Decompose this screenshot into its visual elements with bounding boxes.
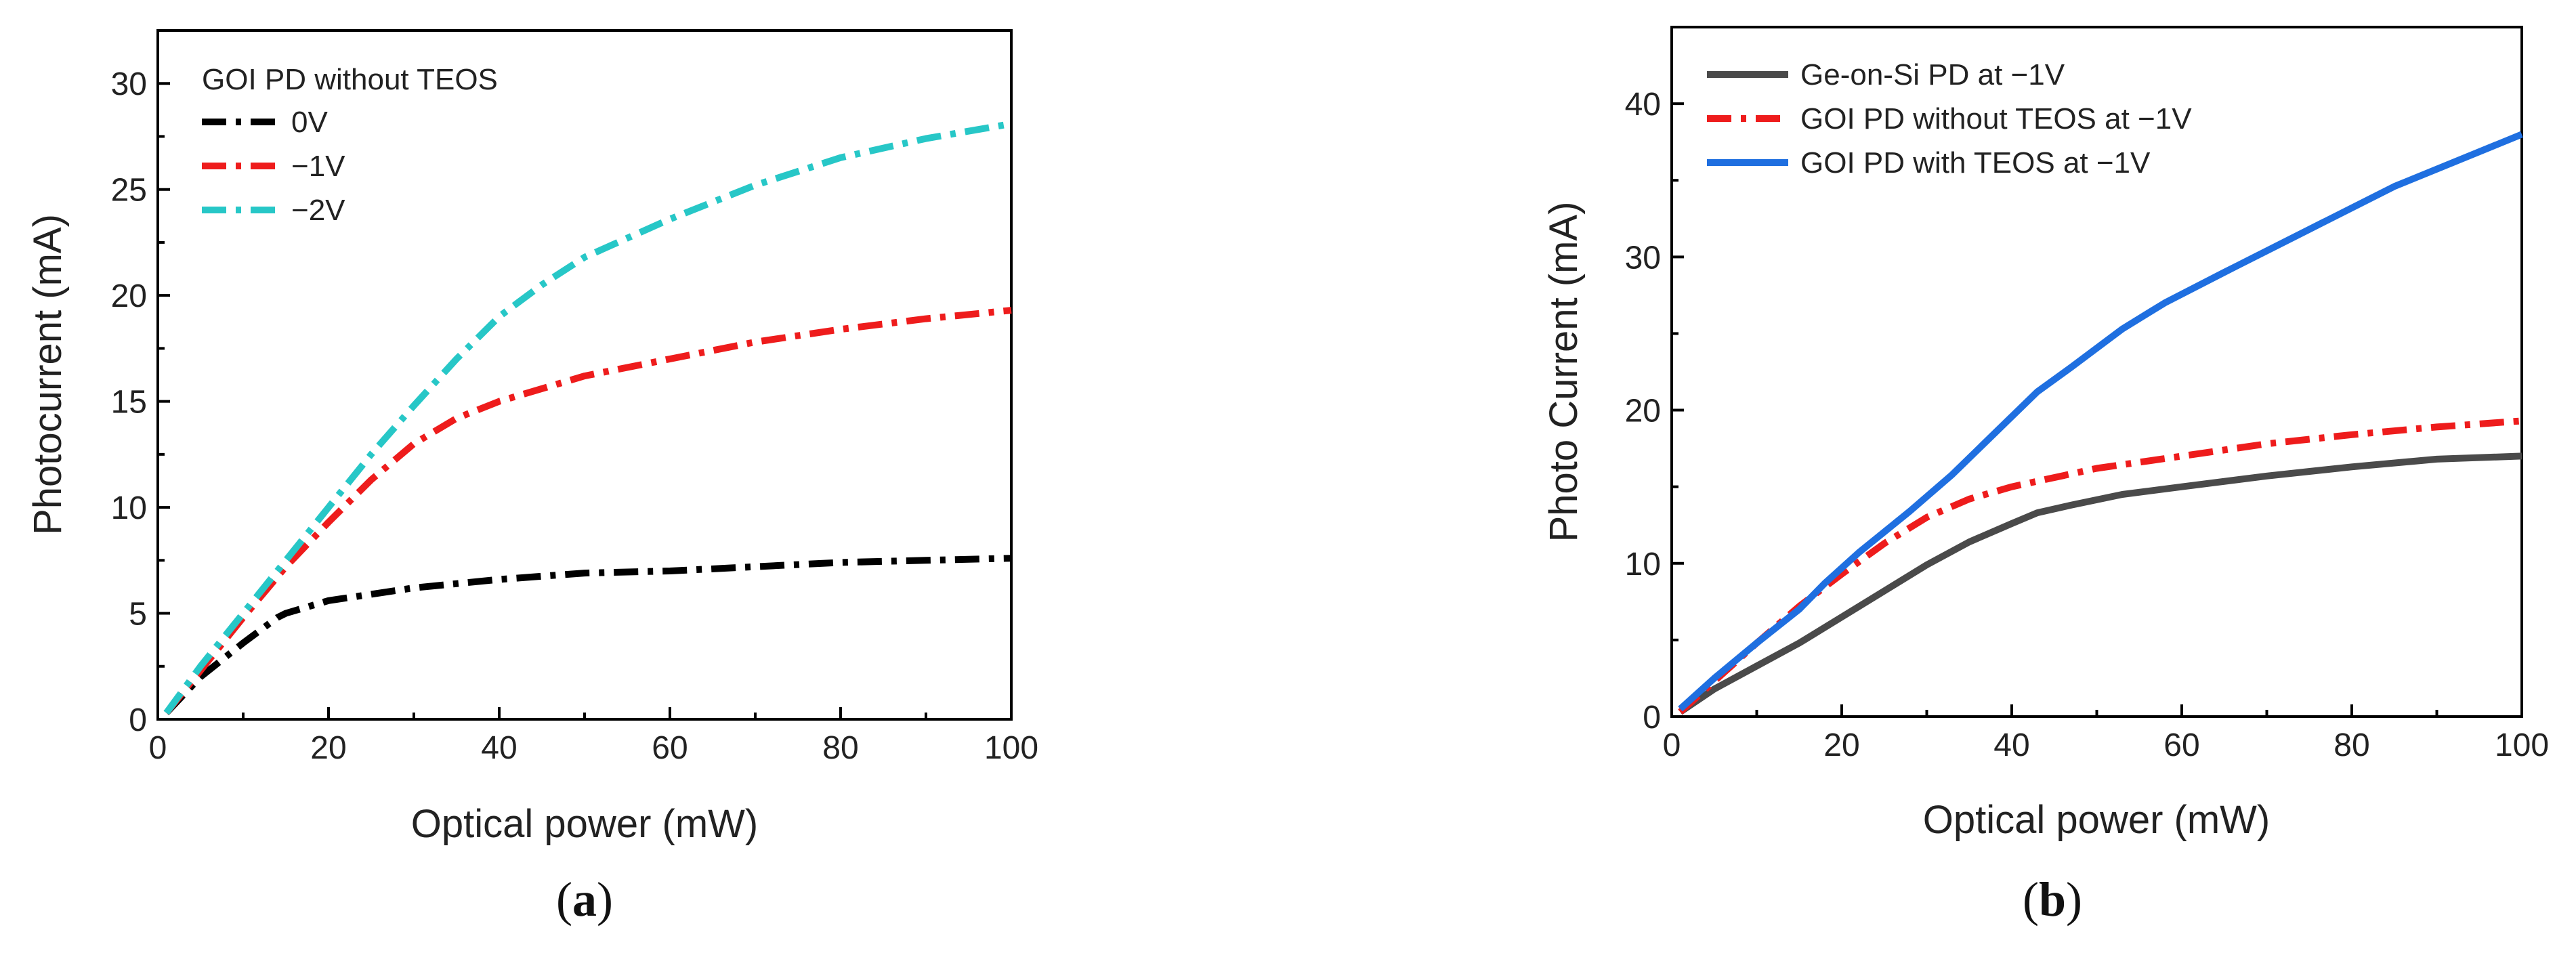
y-tick-label: 20: [111, 278, 147, 314]
panel-label-b-letter: b: [2039, 872, 2066, 927]
x-tick-label: 60: [2163, 727, 2199, 763]
x-axis-title-a: Optical power (mW): [411, 802, 758, 846]
legend-label-0v: 0V: [291, 106, 328, 139]
x-axis-title-b: Optical power (mW): [1923, 798, 2270, 842]
x-tick-label: 40: [481, 730, 517, 766]
y-tick-label: 15: [111, 385, 147, 421]
series-line-2v: [163, 120, 1012, 715]
y-tick-label: 10: [111, 490, 147, 526]
x-tick-label: 40: [1993, 727, 2029, 763]
panel-b: 0 20 40 60 80 100 0 10 20 30 40 Ge-on-Si PD at −1V…: [1542, 26, 2549, 927]
x-tick-label: 100: [984, 730, 1038, 766]
x-tick-label: 100: [2495, 727, 2549, 763]
x-tick-label: 0: [149, 730, 167, 766]
series-line-ge-on-si-pd-at-1v: [1678, 452, 2522, 715]
legend-label-minus2v: −2V: [291, 194, 345, 227]
series-line-1v: [163, 307, 1012, 715]
y-tick-label: 30: [1625, 240, 1661, 276]
x-tick-label: 20: [1823, 727, 1859, 763]
y-tick-label: 0: [1643, 700, 1661, 736]
series-group-a: [163, 120, 1012, 716]
legend-a: GOI PD without TEOS 0V −1V −2V: [202, 63, 498, 227]
legend-label-goi-without-teos: GOI PD without TEOS at −1V: [1800, 102, 2192, 135]
x-tick-label: 80: [822, 730, 858, 766]
legend-title: GOI PD without TEOS: [202, 63, 498, 96]
panel-label-b: (b): [2023, 872, 2082, 927]
legend-label-ge-on-si: Ge-on-Si PD at −1V: [1800, 58, 2065, 91]
legend-label-minus1v: −1V: [291, 150, 345, 183]
series-line-goi-pd-with-teos-at-1v: [1678, 131, 2523, 712]
y-axis-title-a: Photocurrent (mA): [26, 214, 70, 535]
y-tick-label: 30: [111, 66, 147, 102]
legend-b: Ge-on-Si PD at −1V GOI PD without TEOS a…: [1707, 58, 2192, 179]
panel-label-a-letter: a: [572, 872, 597, 927]
y-tick-label: 40: [1625, 87, 1661, 123]
axes-a: 0 20 40 60 80 100 0 5 10 15 20 25 30: [111, 29, 1038, 766]
y-tick-label: 20: [1625, 394, 1661, 429]
x-tick-label: 80: [2334, 727, 2369, 763]
series-line-0v: [163, 555, 1012, 716]
x-tick-label: 0: [1663, 727, 1681, 763]
axes-b: 0 20 40 60 80 100 0 10 20 30 40: [1625, 26, 2549, 763]
panel-a: 0 20 40 60 80 100 0 5 10 15 20 25 30 GOI PD without …: [26, 29, 1038, 927]
series-group-b: [1678, 131, 2523, 715]
x-tick-label: 20: [310, 730, 346, 766]
x-tick-label: 60: [652, 730, 688, 766]
y-axis-title-b: Photo Current (mA): [1542, 202, 1586, 543]
y-tick-label: 25: [111, 173, 147, 209]
legend-label-goi-with-teos: GOI PD with TEOS at −1V: [1800, 146, 2151, 179]
y-tick-label: 5: [129, 597, 147, 633]
y-tick-label: 10: [1625, 547, 1661, 582]
panel-label-a: (a): [556, 872, 613, 927]
y-tick-label: 0: [129, 702, 147, 738]
